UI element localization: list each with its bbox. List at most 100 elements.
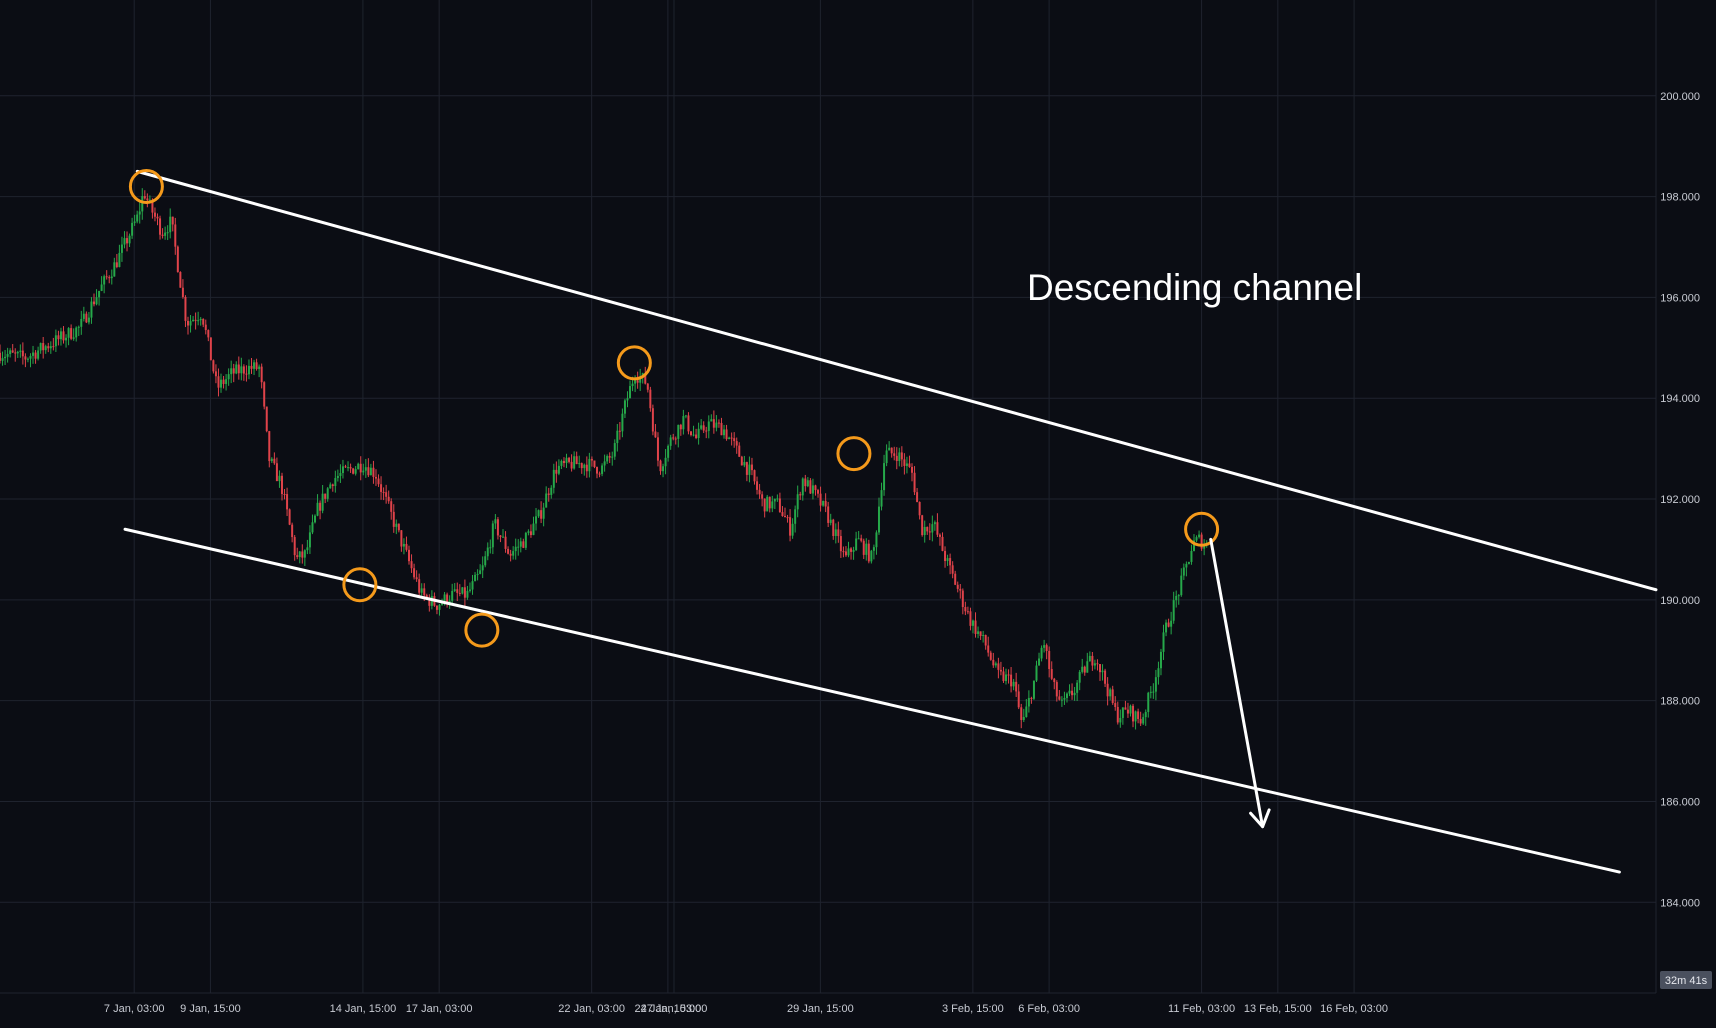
candle-down	[618, 422, 621, 440]
channel-upper-trendline[interactable]	[135, 169, 1658, 592]
candle-body	[527, 531, 530, 533]
candle-body	[0, 352, 1, 361]
candle-up	[639, 368, 642, 392]
candle-down	[260, 363, 263, 389]
candle-up	[90, 297, 93, 324]
channel-touch-marker[interactable]	[128, 169, 164, 205]
channel-touch-marker[interactable]	[836, 436, 872, 472]
candle-up	[474, 572, 477, 582]
projection-arrow[interactable]	[1209, 537, 1271, 829]
time-axis[interactable]: 7 Jan, 03:00 9 Jan, 15:00 14 Jan, 15:00 17 …	[104, 1003, 1388, 1015]
candle-up	[1119, 709, 1122, 728]
candle-body	[771, 501, 774, 509]
candle-up	[877, 497, 880, 535]
candle-up	[1165, 619, 1168, 637]
candle-body	[1180, 575, 1183, 596]
projection-arrow-shaft[interactable]	[1209, 537, 1265, 829]
candle-body	[682, 416, 685, 430]
candle-body	[740, 456, 743, 466]
candle-body	[253, 362, 256, 369]
candle-up	[728, 436, 731, 440]
candle-body	[329, 484, 332, 489]
candle-body	[179, 271, 182, 288]
candle-body	[1119, 717, 1122, 723]
candle-body	[349, 467, 352, 469]
candle-body	[1152, 691, 1155, 693]
candle-body	[59, 331, 62, 340]
candle-up	[583, 463, 586, 476]
candle-up	[1043, 639, 1046, 653]
channel-touch-marker[interactable]	[342, 567, 378, 603]
candle-up	[1109, 687, 1112, 701]
candle-body	[532, 523, 535, 536]
candle-body	[918, 501, 921, 516]
candle-up	[37, 346, 40, 361]
candle-up	[743, 455, 746, 468]
candle-up	[395, 519, 398, 535]
candle-down	[1045, 643, 1048, 660]
candle-down	[926, 526, 929, 535]
candle-body	[966, 611, 969, 613]
candle-up	[247, 359, 250, 380]
channel-touch-marker[interactable]	[616, 345, 652, 381]
candle-body	[435, 605, 438, 610]
candle-down	[214, 364, 217, 384]
candle-down	[1114, 696, 1117, 711]
candle-down	[212, 359, 215, 374]
candle-body	[1185, 563, 1188, 568]
candle-body	[916, 492, 919, 502]
channel-touch-marker[interactable]	[464, 612, 500, 648]
candle-body	[1055, 682, 1058, 697]
candle-down	[390, 498, 393, 520]
candle-up	[484, 551, 487, 568]
candle-body	[171, 216, 174, 225]
candle-up	[9, 348, 12, 358]
candle-body	[314, 515, 317, 523]
projection-arrow-head[interactable]	[1249, 808, 1271, 829]
descending-channel-drawing[interactable]	[123, 169, 1658, 874]
channel-lower-trendline[interactable]	[123, 527, 1621, 874]
descending-channel-annotation[interactable]: Descending channel	[1027, 267, 1362, 308]
candle-body	[766, 496, 769, 512]
price-tick-label: 184.000	[1660, 897, 1700, 909]
candle-body	[324, 493, 327, 499]
candle-body	[1190, 550, 1193, 562]
candle-body	[283, 493, 286, 495]
candle-down	[999, 661, 1002, 676]
candle-body	[806, 480, 809, 487]
candle-body	[1121, 707, 1124, 718]
candle-body	[750, 464, 753, 471]
candle-body	[413, 568, 416, 578]
candle-body	[242, 366, 245, 374]
candle-down	[507, 546, 510, 555]
candle-up	[199, 317, 202, 326]
candle-body	[550, 487, 553, 495]
candle-down	[344, 464, 347, 468]
candle-body	[1015, 681, 1018, 692]
channel-touch-marker[interactable]	[1184, 511, 1220, 547]
candle-body	[209, 337, 212, 361]
candle-body	[1154, 677, 1157, 692]
candle-up	[133, 214, 136, 226]
candle-body	[446, 594, 449, 604]
channel-touch-markers[interactable]	[128, 169, 1220, 648]
candle-up	[235, 361, 238, 375]
candle-down	[359, 456, 362, 481]
candle-up	[1154, 669, 1157, 701]
candle-down	[725, 424, 728, 441]
price-axis[interactable]: 184.000 186.000 188.000 190.000 192.000 194.0…	[1660, 91, 1700, 909]
candle-up	[110, 269, 113, 285]
candle-down	[989, 650, 992, 661]
candle-down	[1015, 672, 1018, 697]
candle-up	[87, 312, 90, 325]
candle-body	[735, 441, 738, 446]
candle-down	[819, 486, 822, 512]
candle-down	[740, 455, 743, 466]
candle-body	[524, 532, 527, 548]
candle-down	[146, 193, 149, 208]
candle-body	[809, 480, 812, 494]
candle-up	[667, 444, 670, 462]
candle-body	[705, 430, 708, 432]
